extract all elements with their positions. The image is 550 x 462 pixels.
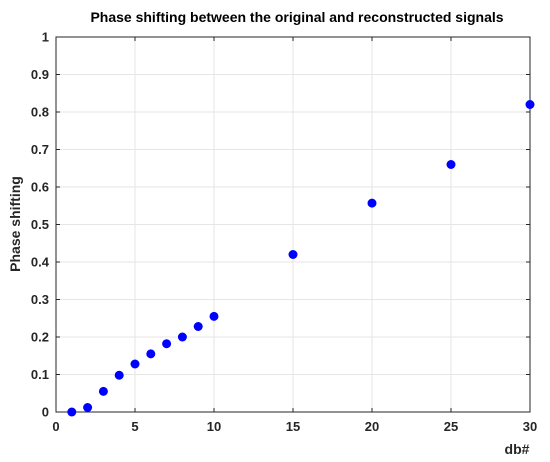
x-tick-label: 30 — [523, 419, 537, 434]
data-point — [288, 250, 298, 259]
data-points — [67, 100, 535, 417]
data-point — [525, 100, 535, 109]
data-point — [67, 407, 77, 417]
y-tick-label: 0.8 — [31, 105, 49, 120]
data-point — [209, 311, 219, 321]
data-point — [83, 403, 93, 412]
y-tick-label: 0.7 — [31, 142, 49, 157]
y-tick-label: 0.2 — [31, 330, 49, 345]
y-tick-label: 1 — [42, 30, 49, 45]
y-tick-label: 0.6 — [31, 180, 49, 195]
y-tick-label: 0.4 — [31, 255, 50, 270]
data-point — [193, 322, 203, 331]
data-point — [177, 332, 187, 342]
x-tick-label: 25 — [444, 419, 458, 434]
y-tick-label: 0.3 — [31, 292, 49, 307]
grid — [55, 36, 531, 413]
ticks: 0 5 10 15 20 25 30 0 0.1 0.2 0.3 0.4 0.5 0.6 0.7 0.8 0.9… — [31, 30, 537, 435]
data-point — [98, 386, 108, 396]
chart-title: Phase shifting between the original and … — [90, 9, 503, 25]
data-point — [162, 339, 172, 349]
x-tick-label: 0 — [52, 419, 59, 434]
data-point — [130, 359, 140, 369]
data-point — [114, 370, 124, 380]
y-tick-label: 0.1 — [31, 367, 49, 382]
y-axis-label: Phase shifting — [7, 176, 23, 272]
y-tick-label: 0.9 — [31, 67, 49, 82]
data-point — [446, 160, 456, 169]
x-axis-label: db# — [505, 441, 530, 457]
x-tick-label: 15 — [286, 419, 300, 434]
y-tick-label: 0.5 — [31, 217, 49, 232]
y-tick-label: 0 — [42, 405, 49, 420]
x-tick-label: 20 — [365, 419, 379, 434]
x-tick-label: 5 — [131, 419, 138, 434]
x-tick-label: 10 — [207, 419, 221, 434]
data-point — [367, 198, 377, 208]
data-point — [146, 349, 156, 359]
